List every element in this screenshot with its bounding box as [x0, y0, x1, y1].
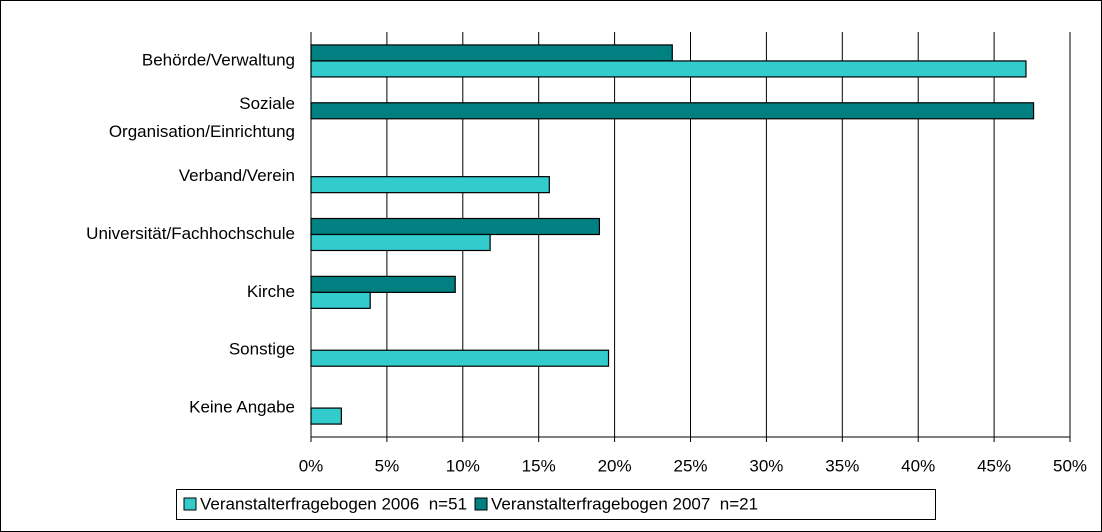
- bar: [310, 217, 601, 236]
- bar: [310, 102, 1035, 120]
- bar: [310, 176, 550, 194]
- x-tick-label: 40%: [901, 456, 935, 475]
- x-tick-label: 20%: [598, 456, 632, 475]
- x-tick-label: 30%: [749, 456, 783, 475]
- legend-box: [176, 489, 936, 520]
- x-tick-label: 35%: [825, 456, 859, 475]
- x-tick-label: 25%: [673, 456, 707, 475]
- legend-label: Veranstalterfragebogen 2006 n=51: [200, 494, 467, 513]
- bar: [310, 407, 342, 425]
- y-tick-label: Soziale Organisation/Einrichtung: [109, 94, 295, 141]
- x-tick-label: 5%: [375, 456, 400, 475]
- x-tick-label: 45%: [977, 456, 1011, 475]
- y-tick-label: Kirche: [247, 282, 295, 301]
- y-tick-label: Behörde/Verwaltung: [142, 50, 295, 69]
- bar: [310, 275, 456, 293]
- y-tick-label: Universität/Fachhochschule: [86, 224, 295, 243]
- x-tick-label: 15%: [522, 456, 556, 475]
- bar: [310, 60, 1027, 78]
- bar: [310, 233, 491, 252]
- x-tick-label: 10%: [446, 456, 480, 475]
- y-tick-label: Verband/Verein: [179, 166, 295, 185]
- bar: [310, 291, 371, 309]
- y-tick-label: Sonstige: [229, 340, 295, 359]
- bar: [310, 349, 610, 367]
- y-tick-label: Keine Angabe: [189, 398, 295, 417]
- legend-swatch: [474, 497, 488, 511]
- legend-label: Veranstalterfragebogen 2007 n=21: [491, 494, 758, 513]
- x-tick-label: 0%: [299, 456, 324, 475]
- x-tick-label: 50%: [1053, 456, 1087, 475]
- legend-swatch: [183, 497, 197, 511]
- bar: [310, 44, 673, 62]
